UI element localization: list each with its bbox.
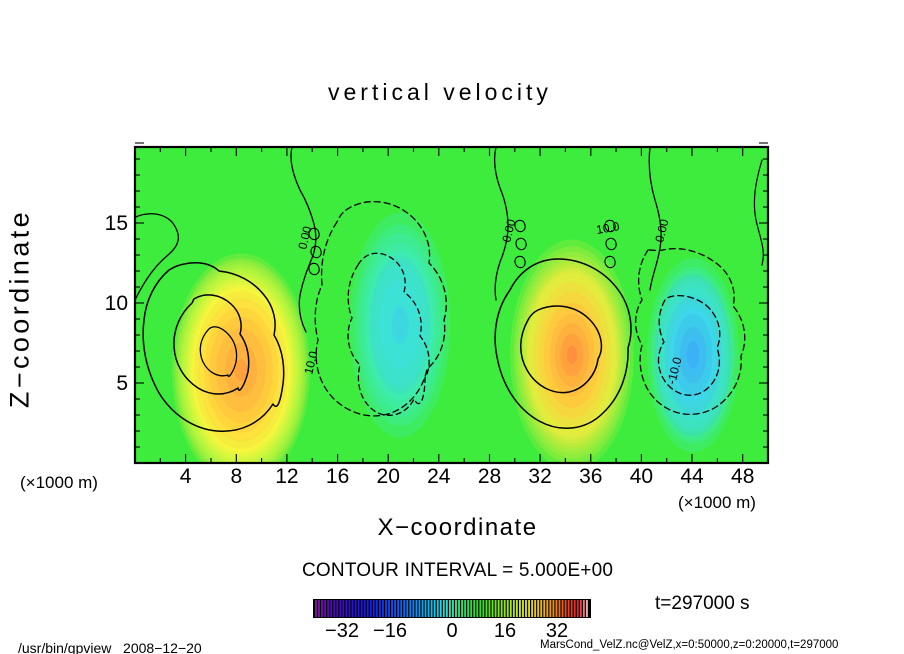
svg-text:40: 40 [630,465,653,488]
svg-text:32: 32 [546,620,568,642]
svg-text:−16: −16 [373,620,407,642]
svg-text:16: 16 [494,620,516,642]
svg-text:48: 48 [731,465,754,488]
svg-text:5: 5 [116,372,128,395]
svg-text:15: 15 [105,212,128,235]
svg-text:36: 36 [579,465,602,488]
svg-text:0: 0 [446,620,457,642]
svg-text:44: 44 [680,465,704,488]
svg-text:−32: −32 [325,620,359,642]
svg-text:4: 4 [180,465,192,488]
svg-text:16: 16 [326,465,349,488]
svg-text:12: 12 [275,465,298,488]
svg-text:20: 20 [377,465,400,488]
svg-text:28: 28 [478,465,501,488]
svg-text:10: 10 [105,292,128,315]
svg-text:24: 24 [427,465,451,488]
svg-text:8: 8 [230,465,242,488]
svg-text:32: 32 [528,465,551,488]
